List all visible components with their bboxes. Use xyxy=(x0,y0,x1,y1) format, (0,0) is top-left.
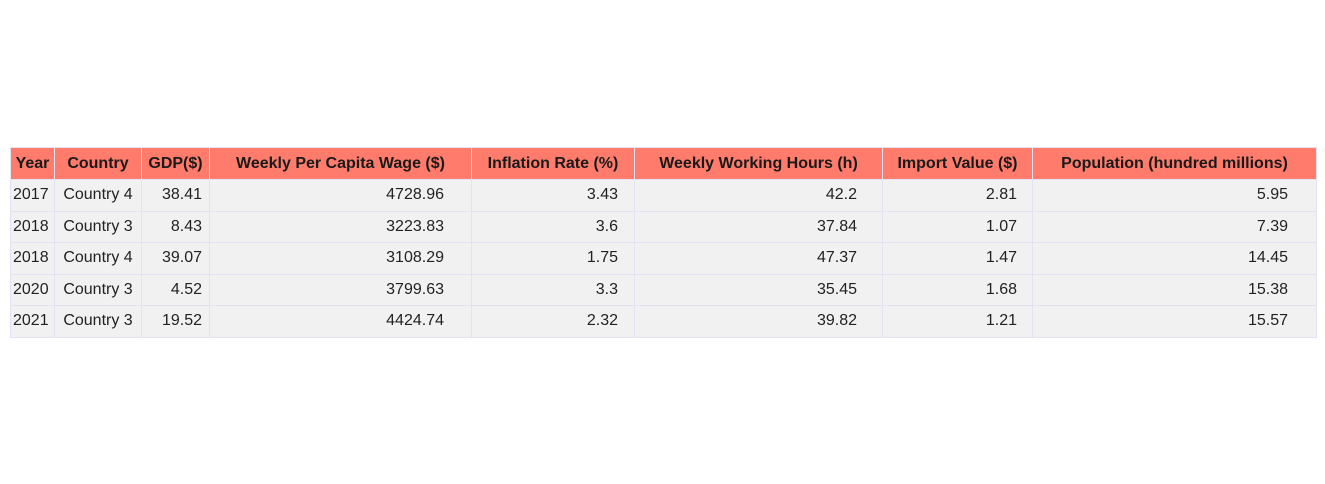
cell-country: Country 3 xyxy=(54,210,142,243)
cell-inflation-rate: 1.75 xyxy=(471,242,635,275)
header-population: Population (hundred millions) xyxy=(1032,147,1317,180)
cell-inflation-rate: 3.43 xyxy=(471,179,635,212)
cell-population: 5.95 xyxy=(1032,179,1317,212)
table-row: 2018 Country 4 39.07 3108.29 1.75 47.37 … xyxy=(10,242,1317,275)
cell-gdp: 8.43 xyxy=(141,210,210,243)
cell-population: 14.45 xyxy=(1032,242,1317,275)
cell-weekly-wage: 4424.74 xyxy=(209,305,472,338)
data-table-container: Year Country GDP($) Weekly Per Capita Wa… xyxy=(10,147,1317,338)
cell-weekly-wage: 3799.63 xyxy=(209,273,472,306)
header-year: Year xyxy=(10,147,55,180)
cell-weekly-hours: 39.82 xyxy=(634,305,883,338)
cell-population: 7.39 xyxy=(1032,210,1317,243)
cell-gdp: 19.52 xyxy=(141,305,210,338)
cell-gdp: 39.07 xyxy=(141,242,210,275)
table-row: 2020 Country 3 4.52 3799.63 3.3 35.45 1.… xyxy=(10,273,1317,306)
cell-inflation-rate: 2.32 xyxy=(471,305,635,338)
header-gdp: GDP($) xyxy=(141,147,210,180)
header-inflation-rate: Inflation Rate (%) xyxy=(471,147,635,180)
cell-weekly-wage: 3108.29 xyxy=(209,242,472,275)
cell-import-value: 1.07 xyxy=(882,210,1033,243)
header-weekly-hours: Weekly Working Hours (h) xyxy=(634,147,883,180)
cell-year: 2018 xyxy=(10,242,55,275)
cell-country: Country 4 xyxy=(54,179,142,212)
cell-import-value: 1.21 xyxy=(882,305,1033,338)
cell-year: 2020 xyxy=(10,273,55,306)
table-row: 2018 Country 3 8.43 3223.83 3.6 37.84 1.… xyxy=(10,210,1317,243)
cell-import-value: 2.81 xyxy=(882,179,1033,212)
header-country: Country xyxy=(54,147,142,180)
cell-year: 2021 xyxy=(10,305,55,338)
cell-weekly-hours: 47.37 xyxy=(634,242,883,275)
cell-inflation-rate: 3.3 xyxy=(471,273,635,306)
cell-gdp: 4.52 xyxy=(141,273,210,306)
cell-weekly-hours: 37.84 xyxy=(634,210,883,243)
header-import-value: Import Value ($) xyxy=(882,147,1033,180)
cell-weekly-wage: 3223.83 xyxy=(209,210,472,243)
cell-year: 2017 xyxy=(10,179,55,212)
cell-import-value: 1.68 xyxy=(882,273,1033,306)
table-row: 2017 Country 4 38.41 4728.96 3.43 42.2 2… xyxy=(10,179,1317,212)
header-weekly-wage: Weekly Per Capita Wage ($) xyxy=(209,147,472,180)
cell-weekly-hours: 42.2 xyxy=(634,179,883,212)
cell-gdp: 38.41 xyxy=(141,179,210,212)
cell-population: 15.38 xyxy=(1032,273,1317,306)
cell-inflation-rate: 3.6 xyxy=(471,210,635,243)
cell-country: Country 3 xyxy=(54,305,142,338)
cell-weekly-wage: 4728.96 xyxy=(209,179,472,212)
cell-country: Country 3 xyxy=(54,273,142,306)
cell-country: Country 4 xyxy=(54,242,142,275)
cell-import-value: 1.47 xyxy=(882,242,1033,275)
table-header-row: Year Country GDP($) Weekly Per Capita Wa… xyxy=(10,147,1317,180)
cell-population: 15.57 xyxy=(1032,305,1317,338)
table-row: 2021 Country 3 19.52 4424.74 2.32 39.82 … xyxy=(10,305,1317,338)
data-table: Year Country GDP($) Weekly Per Capita Wa… xyxy=(10,147,1317,338)
cell-weekly-hours: 35.45 xyxy=(634,273,883,306)
cell-year: 2018 xyxy=(10,210,55,243)
